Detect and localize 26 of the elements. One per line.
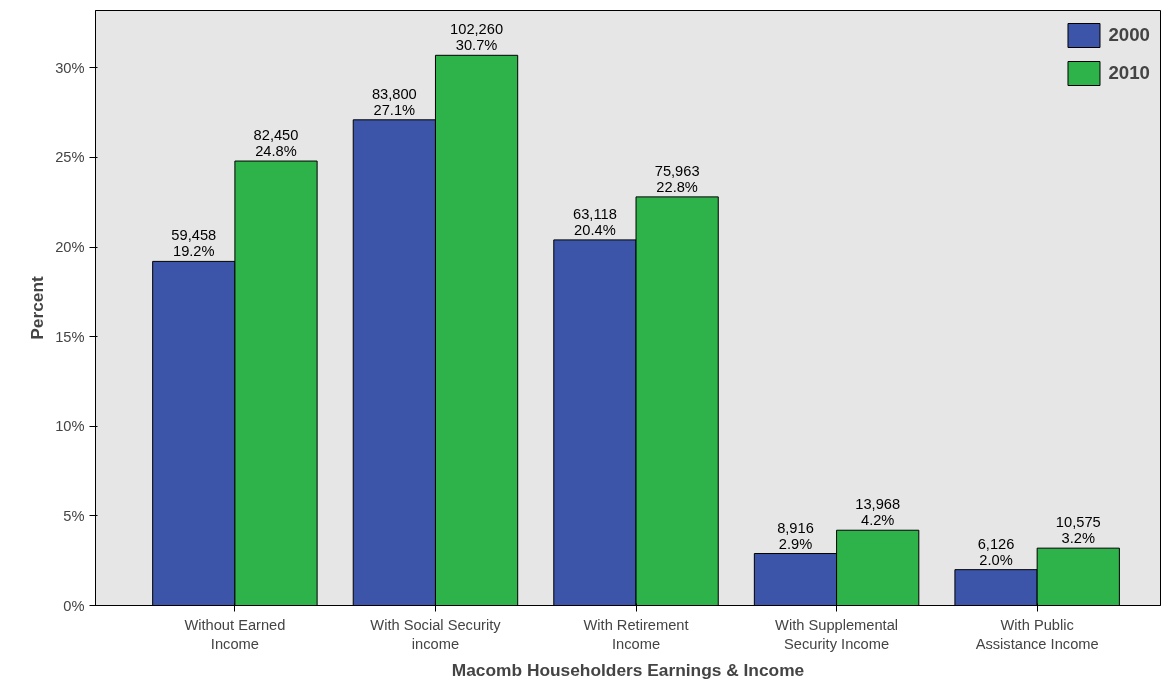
data-label: 8,916 2.9%: [777, 519, 814, 552]
x-tick-label: With Public Assistance Income: [975, 616, 1099, 652]
legend-label: 2010: [1108, 62, 1150, 84]
legend-label: 2000: [1108, 24, 1150, 46]
data-label: 6,126 2.0%: [977, 535, 1015, 568]
data-label: 13,968 4.2%: [855, 496, 901, 529]
y-tick-label: 15%: [55, 328, 85, 345]
data-label: 102,260 30.7%: [450, 21, 504, 54]
x-tick-label: Without Earned Income: [184, 616, 286, 652]
x-tick-label: With Social Security income: [370, 616, 502, 652]
y-tick-label: 30%: [55, 59, 85, 76]
data-label: 10,575 3.2%: [1055, 514, 1101, 547]
y-tick-label: 10%: [55, 418, 85, 435]
y-axis-title: Percent: [27, 275, 48, 340]
y-tick-label: 0%: [63, 597, 85, 614]
x-tick-label: With Supplemental Security Income: [775, 616, 899, 652]
data-label: 82,450 24.8%: [253, 127, 299, 160]
data-label: 59,458 19.2%: [171, 227, 217, 260]
data-label: 83,800 27.1%: [371, 85, 417, 118]
y-tick-label: 25%: [55, 149, 85, 166]
y-tick-label: 20%: [55, 239, 85, 256]
x-tick-label: With Retirement Income: [583, 616, 689, 652]
y-tick-label: 5%: [63, 507, 85, 524]
data-label: 63,118 20.4%: [573, 205, 617, 238]
data-label: 75,963 22.8%: [654, 162, 700, 195]
x-axis-title: Macomb Householders Earnings & Income: [451, 659, 805, 680]
